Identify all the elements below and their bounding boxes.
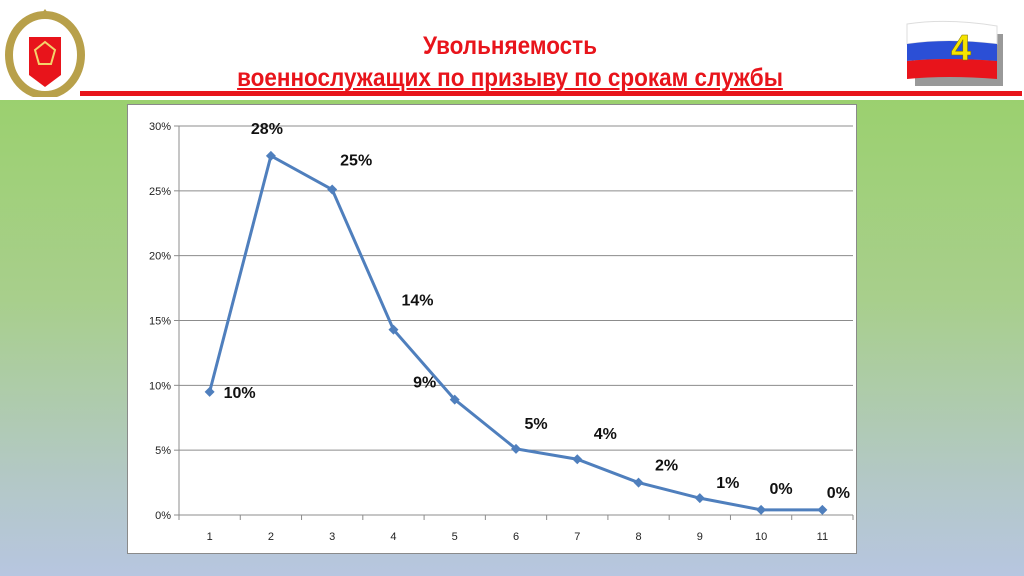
data-label: 10%	[224, 385, 256, 402]
x-tick-label: 3	[329, 531, 335, 543]
x-tick-label: 2	[268, 531, 274, 543]
slide-number: 4	[951, 27, 971, 68]
x-tick-label: 11	[817, 531, 828, 543]
data-point-marker	[388, 324, 399, 335]
series-line	[208, 153, 823, 512]
y-tick-label: 30%	[149, 121, 171, 133]
data-point-marker	[204, 386, 215, 397]
data-point-marker	[633, 477, 644, 488]
data-label: 14%	[401, 293, 433, 310]
data-label: 9%	[413, 375, 436, 392]
y-tick-label: 10%	[149, 380, 171, 392]
military-emblem-logo	[5, 9, 85, 97]
data-label: 1%	[716, 475, 739, 492]
data-label: 0%	[827, 485, 850, 502]
data-label: 5%	[524, 416, 547, 433]
data-point-marker	[817, 504, 828, 515]
x-tick-label: 8	[635, 531, 641, 543]
data-point-marker	[327, 184, 338, 195]
y-tick-label: 15%	[149, 316, 171, 328]
x-tick-label: 1	[207, 531, 213, 543]
y-tick-label: 20%	[149, 251, 171, 263]
line-chart: 0% 5% 10% 15% 20% 25% 30% 1 2 3 4 5 6 7 8 9 10 11 10% 28% 25…	[149, 121, 854, 543]
slide-header: Увольняемость военнослужащих по призыву …	[0, 0, 1024, 100]
data-point-marker	[756, 504, 767, 515]
x-tick-label: 9	[697, 531, 703, 543]
x-tick-label: 4	[390, 531, 396, 543]
y-tick-label: 0%	[155, 510, 171, 522]
data-label: 2%	[655, 458, 678, 475]
data-point-marker	[449, 394, 460, 405]
x-tick-label: 10	[755, 531, 767, 543]
data-point-marker	[265, 150, 276, 161]
title-line-2: военнослужащих по призыву по срокам служ…	[237, 64, 783, 92]
x-tick-label: 6	[513, 531, 519, 543]
data-label: 28%	[251, 121, 283, 138]
russian-flag-icon: 4	[906, 20, 1003, 86]
data-point-marker	[694, 493, 705, 504]
x-tick-label: 5	[452, 531, 458, 543]
title-line-1: Увольняемость	[422, 32, 598, 60]
y-tick-label: 5%	[155, 445, 171, 457]
data-label: 0%	[770, 481, 793, 498]
data-label: 4%	[594, 426, 617, 443]
data-point-marker	[572, 454, 583, 465]
x-tick-label: 7	[574, 531, 580, 543]
chart-container: 0% 5% 10% 15% 20% 25% 30% 1 2 3 4 5 6 7 8 9 10 11 10% 28% 25…	[127, 104, 857, 554]
slide-title: Увольняемость военнослужащих по призыву …	[132, 30, 888, 94]
data-label: 25%	[340, 153, 372, 170]
title-divider	[80, 91, 1022, 96]
y-tick-label: 25%	[149, 186, 171, 198]
data-point-marker	[511, 443, 521, 454]
